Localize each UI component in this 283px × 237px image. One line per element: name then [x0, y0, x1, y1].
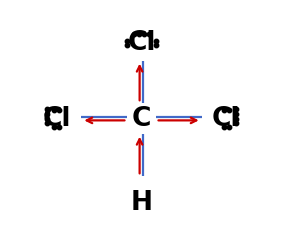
Text: Cl: Cl: [212, 105, 241, 132]
Text: Cl: Cl: [42, 105, 71, 132]
Text: H: H: [130, 190, 153, 216]
Text: C: C: [132, 105, 151, 132]
Text: Cl: Cl: [127, 30, 156, 56]
